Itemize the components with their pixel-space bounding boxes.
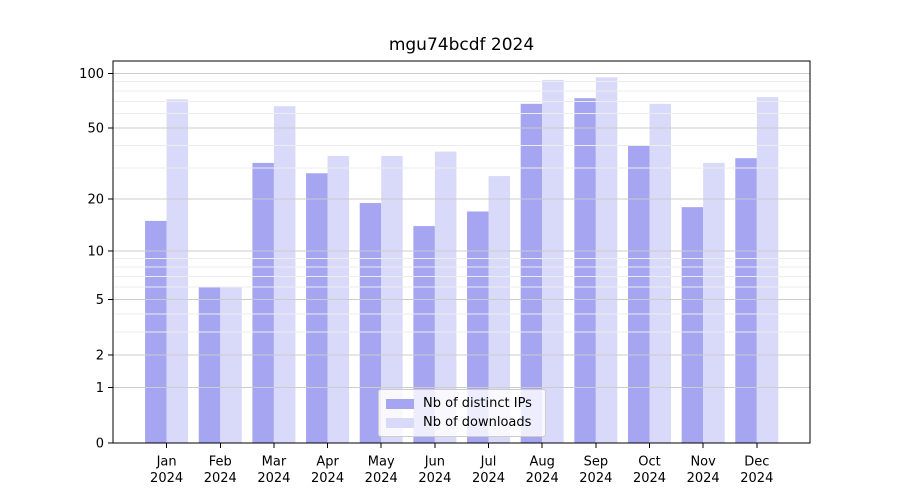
x-tick-label-month: Aug bbox=[529, 455, 554, 470]
x-tick-label-month: Apr bbox=[316, 455, 339, 470]
bar-downloads-jun bbox=[434, 151, 457, 443]
x-tick-label-month: Jan bbox=[156, 455, 177, 470]
x-tick-label-month: Oct bbox=[638, 455, 660, 470]
bar-distinct-ips-feb bbox=[198, 287, 221, 443]
x-tick-label-year: 2024 bbox=[472, 471, 505, 486]
bar-downloads-nov bbox=[703, 162, 725, 444]
x-tick-label-month: May bbox=[368, 455, 395, 470]
y-tick-label: 1 bbox=[96, 381, 104, 396]
x-tick-label-month: Mar bbox=[262, 455, 287, 470]
y-tick-label: 5 bbox=[96, 293, 104, 308]
bar-downloads-sep bbox=[595, 77, 618, 444]
legend-swatch-distinct-ips bbox=[386, 398, 414, 409]
legend-item-downloads: Nb of downloads bbox=[386, 414, 532, 431]
bar-downloads-aug bbox=[542, 79, 564, 443]
x-tick-label-month: Jun bbox=[424, 455, 445, 470]
bar-distinct-ips-mar bbox=[252, 162, 274, 444]
legend-item-distinct-ips: Nb of distinct IPs bbox=[386, 395, 532, 412]
x-tick-label-year: 2024 bbox=[633, 471, 666, 486]
y-tick-label: 20 bbox=[87, 193, 104, 208]
bar-distinct-ips-oct bbox=[627, 145, 650, 443]
x-tick-label-year: 2024 bbox=[311, 471, 344, 486]
bar-distinct-ips-dec bbox=[735, 158, 757, 443]
y-tick-label: 50 bbox=[87, 122, 104, 137]
bar-distinct-ips-may bbox=[359, 203, 382, 443]
x-tick-label-month: Feb bbox=[209, 455, 232, 470]
x-tick-label-month: Nov bbox=[690, 455, 716, 470]
bar-distinct-ips-nov bbox=[681, 207, 704, 443]
legend-label-downloads: Nb of downloads bbox=[423, 415, 532, 430]
bar-downloads-oct bbox=[649, 103, 671, 444]
x-tick-label-month: Dec bbox=[744, 455, 769, 470]
bar-downloads-dec bbox=[756, 97, 779, 443]
x-tick-label-month: Sep bbox=[584, 455, 609, 470]
bar-distinct-ips-jun bbox=[413, 226, 435, 443]
bar-distinct-ips-aug bbox=[520, 103, 543, 444]
legend: Nb of distinct IPs Nb of downloads bbox=[378, 389, 546, 437]
bar-downloads-jan bbox=[166, 99, 189, 444]
x-tick-label-month: Jul bbox=[480, 455, 497, 470]
bar-distinct-ips-sep bbox=[574, 98, 596, 443]
bar-distinct-ips-apr bbox=[306, 173, 328, 444]
y-tick-label: 0 bbox=[96, 437, 104, 452]
x-tick-label-year: 2024 bbox=[526, 471, 559, 486]
x-tick-label-year: 2024 bbox=[204, 471, 237, 486]
x-tick-label-year: 2024 bbox=[150, 471, 183, 486]
bar-distinct-ips-jul bbox=[467, 211, 489, 443]
x-tick-label-year: 2024 bbox=[687, 471, 720, 486]
bar-downloads-mar bbox=[273, 106, 296, 443]
x-tick-label-year: 2024 bbox=[257, 471, 290, 486]
x-tick-label-year: 2024 bbox=[418, 471, 451, 486]
legend-label-distinct-ips: Nb of distinct IPs bbox=[423, 396, 532, 411]
bar-downloads-feb bbox=[220, 287, 242, 443]
y-tick-label: 10 bbox=[87, 244, 104, 259]
chart-title: mgu74bcdf 2024 bbox=[388, 35, 535, 55]
x-tick-label-year: 2024 bbox=[365, 471, 398, 486]
x-tick-label-year: 2024 bbox=[740, 471, 773, 486]
bar-downloads-jul bbox=[488, 176, 511, 443]
y-tick-label: 100 bbox=[79, 67, 104, 82]
plot-border bbox=[112, 60, 811, 444]
x-tick-label-year: 2024 bbox=[579, 471, 612, 486]
y-tick-label: 2 bbox=[96, 348, 104, 363]
legend-swatch-downloads bbox=[386, 417, 414, 428]
